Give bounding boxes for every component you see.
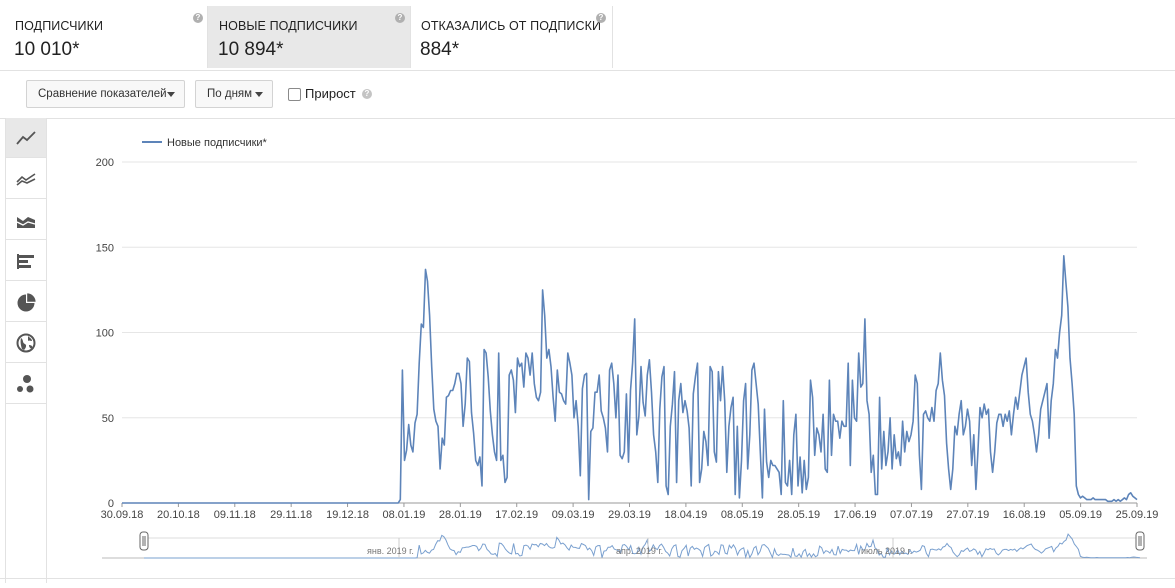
- compare-metrics-dropdown[interactable]: Сравнение показателей: [26, 80, 185, 108]
- multi-line-chart-icon: [16, 173, 36, 186]
- metric-value: 10 894*: [218, 39, 284, 60]
- x-tick-label: 25.09.19: [1116, 509, 1159, 521]
- metric-unsubscribed[interactable]: отказались от подписки 884* ?: [411, 6, 613, 68]
- metric-label: подписчики: [15, 19, 104, 33]
- bar-chart-button[interactable]: [6, 241, 46, 281]
- x-tick-label: 28.05.19: [777, 509, 820, 521]
- x-tick-label: 08.05.19: [721, 509, 764, 521]
- bar-chart-icon: [17, 254, 34, 269]
- series-line: [122, 255, 1138, 504]
- y-tick-label: 150: [96, 242, 114, 254]
- navigator-line: [144, 533, 1141, 560]
- navigator-label: июль 2019 г.: [861, 546, 912, 556]
- growth-label[interactable]: Прирост: [305, 86, 356, 101]
- navigator-handle-left[interactable]: [139, 531, 149, 551]
- chevron-down-icon: [167, 92, 175, 97]
- help-icon[interactable]: ?: [395, 13, 405, 23]
- x-tick-label: 17.06.19: [834, 509, 877, 521]
- x-tick-label: 29.11.18: [270, 509, 312, 521]
- x-tick-label: 08.01.19: [383, 509, 426, 521]
- y-tick-label: 50: [102, 413, 114, 425]
- navigator-label: янв. 2019 г.: [367, 546, 414, 556]
- chevron-down-icon: [255, 92, 263, 97]
- bubble-chart-icon: [17, 375, 34, 393]
- period-label: По дням: [207, 88, 253, 100]
- x-tick-label: 29.03.19: [608, 509, 651, 521]
- metric-label: отказались от подписки: [421, 19, 602, 33]
- stacked-area-icon: [16, 217, 36, 228]
- y-tick-label: 0: [108, 498, 114, 510]
- y-tick-label: 100: [96, 328, 114, 340]
- stacked-area-button[interactable]: [6, 200, 46, 240]
- period-dropdown[interactable]: По дням: [195, 80, 273, 108]
- y-tick-label: 200: [96, 157, 114, 169]
- x-tick-label: 28.01.19: [439, 509, 482, 521]
- x-tick-label: 18.04.19: [664, 509, 707, 521]
- metrics-bar: подписчики 10 010* ? новые подписчики 10…: [0, 0, 1175, 71]
- chart-controls: [0, 70, 1175, 119]
- line-chart-icon: [16, 131, 36, 145]
- chart-area: 0 50 100 150 200 30.09.18 20.10.18 09.11.18 29.1…: [46, 118, 1175, 583]
- divider: [0, 578, 1175, 579]
- globe-button[interactable]: [6, 323, 46, 363]
- chart-type-sidebar: [5, 118, 47, 583]
- bubble-chart-button[interactable]: [6, 364, 46, 404]
- metric-new-subscribers[interactable]: новые подписчики 10 894* ?: [208, 6, 411, 68]
- metric-value: 884*: [420, 39, 460, 60]
- help-icon[interactable]: ?: [362, 89, 372, 99]
- metric-subscribers[interactable]: подписчики 10 010* ?: [6, 6, 208, 68]
- growth-checkbox[interactable]: [288, 88, 301, 101]
- x-tick-label: 17.02.19: [495, 509, 538, 521]
- x-tick-label: 09.03.19: [552, 509, 595, 521]
- legend-label: Новые подписчики*: [167, 137, 268, 149]
- x-tick-label: 09.11.18: [214, 509, 256, 521]
- metric-value: 10 010*: [14, 39, 80, 60]
- multi-line-chart-button[interactable]: [6, 159, 46, 199]
- x-tick-label: 16.08.19: [1003, 509, 1046, 521]
- line-chart-button[interactable]: [6, 118, 46, 158]
- line-chart[interactable]: 0 50 100 150 200 30.09.18 20.10.18 09.11.18 29.1…: [46, 118, 1175, 583]
- metric-label: новые подписчики: [219, 19, 358, 33]
- x-tick-label: 05.09.19: [1059, 509, 1102, 521]
- x-tick-label: 20.10.18: [157, 509, 200, 521]
- x-tick-label: 07.07.19: [890, 509, 933, 521]
- pie-chart-button[interactable]: [6, 282, 46, 322]
- navigator-label: апр. 2019 г.: [616, 546, 663, 556]
- compare-metrics-label: Сравнение показателей: [38, 88, 167, 100]
- pie-chart-icon: [17, 293, 36, 312]
- x-tick-label: 30.09.18: [101, 509, 144, 521]
- help-icon[interactable]: ?: [596, 13, 606, 23]
- globe-icon: [16, 333, 36, 353]
- navigator-handle-right[interactable]: [1135, 531, 1145, 551]
- x-tick-label: 27.07.19: [946, 509, 989, 521]
- help-icon[interactable]: ?: [193, 13, 203, 23]
- x-tick-label: 19.12.18: [326, 509, 369, 521]
